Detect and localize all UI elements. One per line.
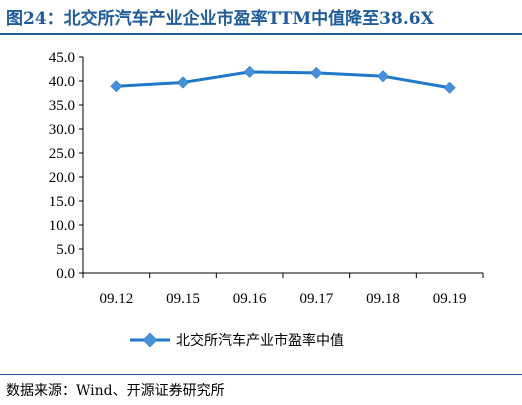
y-tick-label: 45.0 [49,50,75,66]
x-tick-label: 09.19 [433,291,467,307]
y-tick-label: 25.0 [49,146,75,162]
x-tick-label: 09.12 [99,291,133,307]
x-axis: 09.12 09.15 09.16 09.17 09.18 09.19 [82,272,484,307]
data-point [176,76,190,89]
series-line [116,70,450,90]
y-tick-label: 10.0 [49,218,75,234]
data-point [443,81,456,94]
footer-divider [0,374,522,375]
data-point [110,80,123,93]
line-chart: 0.0 5.0 10.0 15.0 20.0 25.0 30.0 35.0 40.0 45.0 0… [49,50,484,349]
source-note: 数据来源：Wind、开源证券研究所 [6,383,225,399]
y-tick-label: 20.0 [49,170,75,186]
x-tick-label: 09.15 [166,291,200,307]
y-axis: 0.0 5.0 10.0 15.0 20.0 25.0 30.0 35.0 40.0 45.0 [49,50,84,282]
x-tick-label: 09.16 [233,291,267,307]
data-point [376,70,390,83]
legend: 北交所汽车产业市盈率中值 [130,332,344,349]
title-divider [0,33,522,35]
y-tick-label: 35.0 [49,98,75,114]
y-tick-label: 5.0 [56,242,75,258]
x-tick-label: 09.18 [366,291,400,307]
y-tick-label: 15.0 [49,194,75,210]
y-tick-label: 40.0 [49,74,75,90]
legend-swatch-marker [142,332,158,348]
y-tick-label: 30.0 [49,122,75,138]
series-layer [110,65,456,94]
legend-label: 北交所汽车产业市盈率中值 [176,332,344,349]
data-point [310,66,323,79]
x-tick-label: 09.17 [299,291,333,307]
figure-title: 图24：北交所汽车产业企业市盈率TTM中值降至38.6X [6,9,434,29]
data-point [243,65,256,78]
y-tick-label: 0.0 [56,266,75,282]
